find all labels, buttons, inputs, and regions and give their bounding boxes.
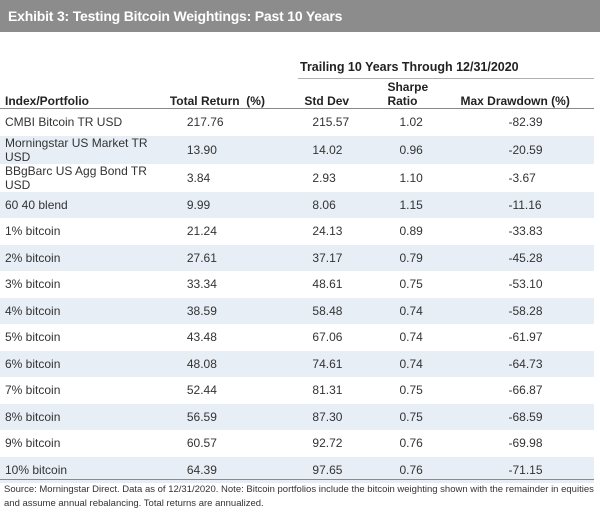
cell-sharpe: 0.89 <box>399 224 423 239</box>
table-row: 3% bitcoin 33.34 48.61 0.75 -53.10 <box>0 271 594 298</box>
cell-max-drawdown: -82.39 <box>508 115 543 130</box>
cell-index: 8% bitcoin <box>0 403 157 430</box>
cell-total-return: 56.59 <box>156 403 283 430</box>
table-row: 9% bitcoin 60.57 92.72 0.76 -69.98 <box>0 430 594 457</box>
cell-index: CMBI Bitcoin TR USD <box>5 115 123 130</box>
cell-index: 4% bitcoin <box>0 297 157 324</box>
cell-max-drawdown: -33.83 <box>508 224 543 239</box>
cell-sharpe: 0.74 <box>399 330 423 345</box>
cell-std-dev: 97.65 <box>282 456 375 483</box>
table-row: 2% bitcoin 27.61 37.17 0.79 -45.28 <box>0 244 594 271</box>
cell-std-dev: 74.61 <box>282 350 375 377</box>
cell-std-dev: 81.31 <box>312 383 343 398</box>
source-note: Source: Morningstar Direct. Data as of 1… <box>4 484 594 509</box>
cell-total-return: 21.24 <box>186 224 217 239</box>
cell-sharpe: 0.74 <box>374 297 461 324</box>
cell-std-dev: 2.93 <box>312 170 336 185</box>
cell-max-drawdown: -3.67 <box>508 170 536 185</box>
cell-std-dev: 215.57 <box>312 115 350 130</box>
table-row: 4% bitcoin 38.59 58.48 0.74 -58.28 <box>0 297 594 324</box>
table-row: 60 40 blend 9.99 8.06 1.15 -11.16 <box>0 191 594 218</box>
cell-std-dev: 58.48 <box>282 297 375 324</box>
cell-max-drawdown: -66.87 <box>508 383 543 398</box>
cell-total-return: 64.39 <box>156 456 283 483</box>
cell-std-dev: 92.72 <box>312 436 343 451</box>
table-row: 1% bitcoin 21.24 24.13 0.89 -33.83 <box>0 218 594 245</box>
cell-std-dev: 48.61 <box>312 277 343 292</box>
cell-max-drawdown: -11.16 <box>460 191 594 218</box>
column-header-sharpe: Sharpe Ratio <box>374 80 461 109</box>
cell-sharpe: 0.75 <box>399 277 423 292</box>
cell-total-return: 217.76 <box>186 115 224 130</box>
cell-std-dev: 67.06 <box>312 330 343 345</box>
cell-max-drawdown: -20.59 <box>460 135 594 164</box>
cell-max-drawdown: -69.98 <box>508 436 543 451</box>
column-header-total-return: Total Return (%) <box>156 80 283 109</box>
cell-total-return: 38.59 <box>156 297 283 324</box>
table-row: 7% bitcoin 52.44 81.31 0.75 -66.87 <box>0 377 594 404</box>
cell-total-return: 60.57 <box>186 436 217 451</box>
footer-divider <box>0 479 594 480</box>
table-row: 6% bitcoin 48.08 74.61 0.74 -64.73 <box>0 350 594 377</box>
cell-index: 1% bitcoin <box>5 224 61 239</box>
table-header-row: Index/Portfolio Total Return (%) Std Dev… <box>0 80 594 109</box>
cell-sharpe: 1.10 <box>399 170 423 185</box>
cell-std-dev: 8.06 <box>282 191 375 218</box>
cell-sharpe: 0.75 <box>399 383 423 398</box>
cell-std-dev: 24.13 <box>312 224 343 239</box>
cell-max-drawdown: -64.73 <box>460 350 594 377</box>
cell-sharpe: 0.76 <box>374 456 461 483</box>
cell-std-dev: 14.02 <box>282 135 375 164</box>
column-header-index: Index/Portfolio <box>0 80 157 109</box>
table-row: CMBI Bitcoin TR USD 217.76 215.57 1.02 -82.3… <box>0 109 594 136</box>
cell-sharpe: 1.15 <box>374 191 461 218</box>
cell-max-drawdown: -58.28 <box>460 297 594 324</box>
column-header-std-dev: Std Dev <box>282 80 375 109</box>
cell-index: 3% bitcoin <box>5 277 61 292</box>
header-divider <box>298 78 594 79</box>
cell-total-return: 52.44 <box>186 383 217 398</box>
cell-max-drawdown: -68.59 <box>460 403 594 430</box>
cell-total-return: 3.84 <box>186 170 211 185</box>
cell-index: 9% bitcoin <box>5 436 61 451</box>
table-row: Morningstar US Market TR USD 13.90 14.02 0.… <box>0 135 594 164</box>
trailing-period-header: Trailing 10 Years Through 12/31/2020 <box>300 60 519 74</box>
cell-index: 5% bitcoin <box>5 330 61 345</box>
cell-total-return: 9.99 <box>156 191 283 218</box>
cell-sharpe: 0.79 <box>374 244 461 271</box>
cell-total-return: 27.61 <box>156 244 283 271</box>
cell-std-dev: 37.17 <box>282 244 375 271</box>
table-row: 5% bitcoin 43.48 67.06 0.74 -61.97 <box>0 324 594 351</box>
cell-max-drawdown: -71.15 <box>460 456 594 483</box>
cell-max-drawdown: -61.97 <box>508 330 543 345</box>
cell-std-dev: 87.30 <box>282 403 375 430</box>
cell-max-drawdown: -53.10 <box>508 277 543 292</box>
cell-sharpe: 0.96 <box>374 135 461 164</box>
column-header-max-drawdown: Max Drawdown (%) <box>460 80 594 109</box>
cell-total-return: 13.90 <box>156 135 283 164</box>
cell-sharpe: 0.75 <box>374 403 461 430</box>
cell-sharpe: 0.74 <box>374 350 461 377</box>
cell-total-return: 43.48 <box>186 330 217 345</box>
cell-index: 60 40 blend <box>0 191 157 218</box>
table-body: CMBI Bitcoin TR USD 217.76 215.57 1.02 -82.3… <box>0 109 594 483</box>
cell-index: 2% bitcoin <box>0 244 157 271</box>
cell-total-return: 48.08 <box>156 350 283 377</box>
bitcoin-weightings-table: Index/Portfolio Total Return (%) Std Dev… <box>0 80 594 483</box>
cell-total-return: 33.34 <box>186 277 217 292</box>
cell-index: 10% bitcoin <box>0 456 157 483</box>
cell-sharpe: 0.76 <box>399 436 423 451</box>
cell-sharpe: 1.02 <box>399 115 423 130</box>
table-row: 10% bitcoin 64.39 97.65 0.76 -71.15 <box>0 456 594 483</box>
cell-max-drawdown: -45.28 <box>460 244 594 271</box>
exhibit-title: Exhibit 3: Testing Bitcoin Weightings: P… <box>0 0 600 32</box>
cell-index: Morningstar US Market TR USD <box>0 135 157 164</box>
cell-index: BBgBarc US Agg Bond TR USD <box>5 163 147 192</box>
cell-index: 7% bitcoin <box>5 383 61 398</box>
table-row: 8% bitcoin 56.59 87.30 0.75 -68.59 <box>0 403 594 430</box>
cell-index: 6% bitcoin <box>0 350 157 377</box>
table-row: BBgBarc US Agg Bond TR USD 3.84 2.93 1.10 -3… <box>0 164 594 192</box>
